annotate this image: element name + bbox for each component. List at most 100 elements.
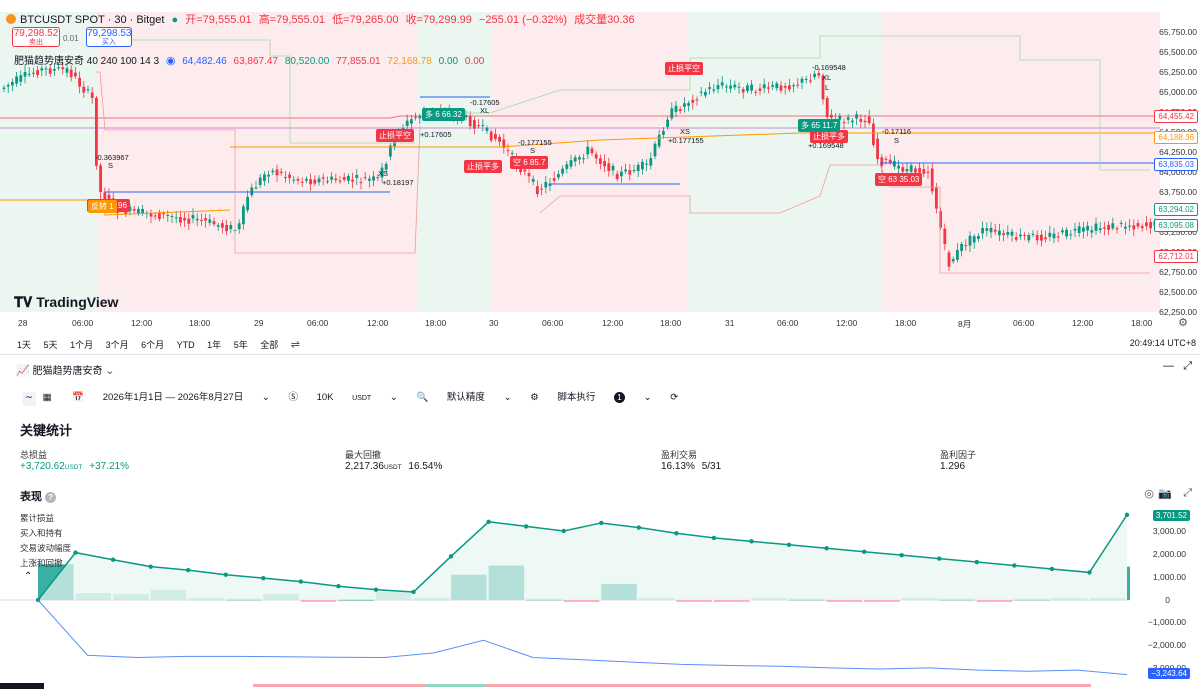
range-all[interactable]: 全部 [260, 340, 279, 350]
candle-body [775, 83, 779, 89]
settings-icon[interactable]: ◎ [1144, 488, 1154, 500]
signal-s: S [894, 136, 900, 145]
compare-icon[interactable]: ⇌ [290, 339, 300, 351]
table-icon[interactable]: ▦ [42, 392, 52, 403]
range-5d[interactable]: 5天 [43, 340, 58, 350]
indicator-name[interactable]: 肥猫趋势唐安奇 40 240 100 14 3 [14, 56, 160, 67]
pnl-point[interactable] [974, 559, 979, 565]
time-axis-label: 06:00 [72, 318, 94, 328]
range-1m[interactable]: 1个月 [70, 340, 94, 350]
settings-icon[interactable]: ⚙ [1178, 317, 1188, 329]
refresh-icon[interactable]: ⟳ [670, 392, 679, 403]
pnl-point[interactable] [599, 520, 604, 526]
signal-value: -0.17605 [470, 98, 500, 107]
script-exec-selector[interactable]: ⚙ 脚本执行 1 ⌄ [530, 392, 652, 403]
price-chart-canvas[interactable] [0, 0, 1160, 312]
pnl-point[interactable] [899, 552, 904, 558]
candle-body [191, 215, 195, 219]
pnl-point[interactable] [336, 584, 341, 589]
pnl-point[interactable] [1087, 570, 1092, 575]
range-ytd[interactable]: YTD [176, 340, 195, 350]
pnl-point[interactable] [937, 556, 942, 561]
pnl-point[interactable] [223, 572, 228, 577]
pnl-point[interactable] [523, 524, 529, 529]
maximize-icon[interactable]: ⤢ [1183, 360, 1192, 372]
pnl-point[interactable] [1049, 566, 1055, 572]
candle-body [1119, 222, 1123, 224]
candle-body [410, 119, 413, 124]
pnl-point[interactable] [824, 546, 829, 551]
camera-icon[interactable]: 📷 [1158, 488, 1172, 500]
signal-stop-short-2: 止损平空 [665, 62, 703, 75]
performance-chart[interactable] [0, 507, 1130, 689]
pnl-point[interactable] [110, 557, 116, 562]
pnl-point[interactable] [148, 564, 153, 569]
candle-body [821, 75, 825, 100]
chevron-down-icon[interactable]: ⌄ [105, 365, 115, 377]
pnl-point[interactable] [861, 549, 867, 554]
candle-body [657, 134, 661, 147]
pnl-point[interactable] [786, 542, 792, 547]
pnl-point[interactable] [186, 567, 191, 573]
pnl-point[interactable] [73, 550, 78, 555]
range-5y[interactable]: 5年 [233, 340, 248, 350]
pnl-point[interactable] [448, 554, 454, 559]
candle-body [901, 167, 905, 172]
pnl-point[interactable] [674, 531, 679, 536]
date-range-selector[interactable]: 📅 2026年1月1日 — 2026年8月27日 ⌄ [72, 392, 270, 403]
candle-body [989, 227, 993, 233]
pnl-point[interactable] [636, 525, 642, 530]
help-icon[interactable]: ? [45, 492, 57, 503]
time-axis-label: 18:00 [189, 318, 211, 328]
sell-label: 卖出 [29, 39, 43, 46]
pnl-point[interactable] [561, 528, 566, 534]
pnl-point[interactable] [411, 589, 416, 595]
expand-icon[interactable]: ⤢ [1183, 487, 1192, 499]
symbol-header[interactable]: BTCUSDT SPOT · 30 · Bitget ● 开=79,555.01… [6, 11, 639, 27]
pnl-point[interactable] [486, 519, 491, 524]
utc-clock[interactable]: 20:49:14 UTC+8 [1129, 338, 1196, 348]
legend-runup-drawdown[interactable]: 上涨和回撤 [20, 558, 63, 568]
pnl-point[interactable] [1012, 563, 1017, 568]
capital-selector[interactable]: Ⓢ 10K USDT ⌄ [288, 392, 398, 403]
tradingview-logo[interactable]: 𝐓𝐕 TradingView [14, 294, 118, 311]
volume-value: 成交量30.36 [574, 14, 635, 26]
indicator-legend[interactable]: 肥猫趋势唐安奇 40 240 100 14 3 ◉ 64,482.46 63,8… [14, 52, 488, 67]
pnl-point[interactable] [749, 539, 754, 544]
pnl-point[interactable] [261, 575, 266, 581]
donchian-upper [430, 35, 1150, 171]
candle-body [1136, 223, 1140, 227]
script-exec-label: 脚本执行 [557, 392, 596, 403]
strategy-name[interactable]: 肥猫趋势唐安奇 [32, 366, 103, 377]
range-6m[interactable]: 6个月 [141, 340, 165, 350]
collapse-legend-icon[interactable]: ⌃ [24, 571, 33, 582]
candle-body [179, 217, 182, 223]
legend-cumulative[interactable]: 累计损益 [20, 513, 55, 523]
time-axis-label: 18:00 [895, 318, 917, 328]
legend-volatility[interactable]: 交易波动幅度 [20, 543, 72, 553]
pnl-point[interactable] [298, 579, 304, 584]
pnl-point[interactable] [711, 535, 717, 541]
legend-buy-hold[interactable]: 买入和持有 [20, 528, 63, 538]
price-axis-label: 62,250.00 [1159, 307, 1197, 317]
sell-button[interactable]: 79,298.52 卖出 [12, 27, 60, 47]
price-chart-area[interactable]: BTCUSDT SPOT · 30 · Bitget ● 开=79,555.01… [0, 0, 1200, 351]
eye-icon[interactable]: ◉ [165, 55, 176, 67]
strategy-tab[interactable]: 📈 肥猫趋势唐安奇 ⌄ [16, 362, 114, 377]
panel-divider[interactable] [0, 354, 1200, 355]
symbol-name[interactable]: BTCUSDT SPOT · 30 · Bitget [20, 14, 165, 26]
pnl-point[interactable] [1124, 512, 1130, 518]
strategy-filters[interactable]: ∼ ▦ 📅 2026年1月1日 — 2026年8月27日 ⌄ Ⓢ 10K USD… [22, 389, 694, 406]
range-toolbar[interactable]: 1天 5天 1个月 3个月 6个月 YTD 1年 5年 全部 ⇌ [17, 338, 310, 351]
range-1y[interactable]: 1年 [207, 340, 222, 350]
candle-body [124, 210, 128, 215]
minimize-icon[interactable]: — [1163, 360, 1174, 372]
buy-button[interactable]: 79,298.53 买入 [86, 27, 132, 47]
candle-body [741, 89, 745, 93]
range-1d[interactable]: 1天 [17, 340, 32, 350]
range-3m[interactable]: 3个月 [105, 340, 129, 350]
candle-body [40, 68, 44, 71]
line-chart-icon[interactable]: ∼ [22, 392, 36, 406]
pnl-point[interactable] [373, 587, 379, 592]
precision-selector[interactable]: 🔍 默认精度 ⌄ [416, 392, 512, 403]
